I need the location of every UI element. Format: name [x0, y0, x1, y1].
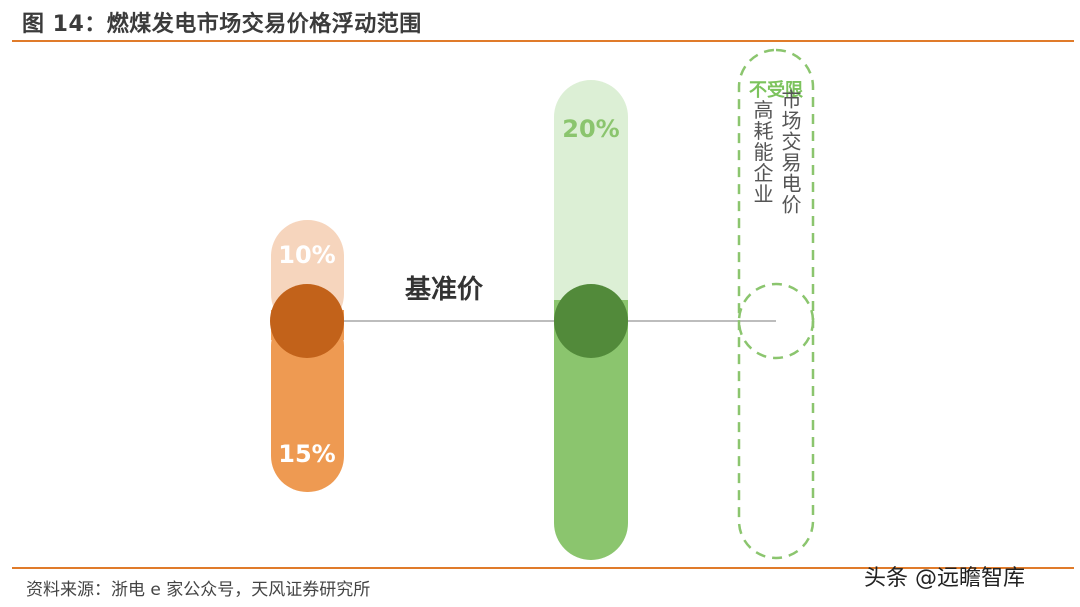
green-upper-pct: 20%: [562, 115, 619, 143]
watermark: 头条 @远瞻智库: [864, 566, 1025, 591]
green-bar-lower: [554, 300, 628, 560]
high-energy-enterprise-vertical-text: 高耗能企业: [750, 99, 774, 204]
baseline-label: 基准价: [405, 275, 484, 305]
source-note: 资料来源：浙电 e 家公众号，天风证券研究所: [26, 580, 371, 600]
high-energy-bar-outline: [737, 48, 815, 560]
coal-upper-pct: 10%: [278, 241, 335, 269]
high-energy-baseline-marker: [737, 282, 815, 360]
coal-lower-pct: 15%: [278, 440, 335, 468]
coal-bar-lower: [271, 310, 344, 492]
green-baseline-marker: [554, 284, 628, 358]
top-divider: [12, 40, 1074, 42]
coal-baseline-marker: [270, 284, 344, 358]
figure-title: 图 14：燃煤发电市场交易价格浮动范围: [22, 12, 422, 37]
market-price-vertical-text: 市场交易电价: [778, 89, 802, 215]
green-bar-upper: [554, 80, 628, 340]
bottom-divider: [12, 567, 1074, 569]
unlimited-label: 不受限: [749, 79, 804, 101]
